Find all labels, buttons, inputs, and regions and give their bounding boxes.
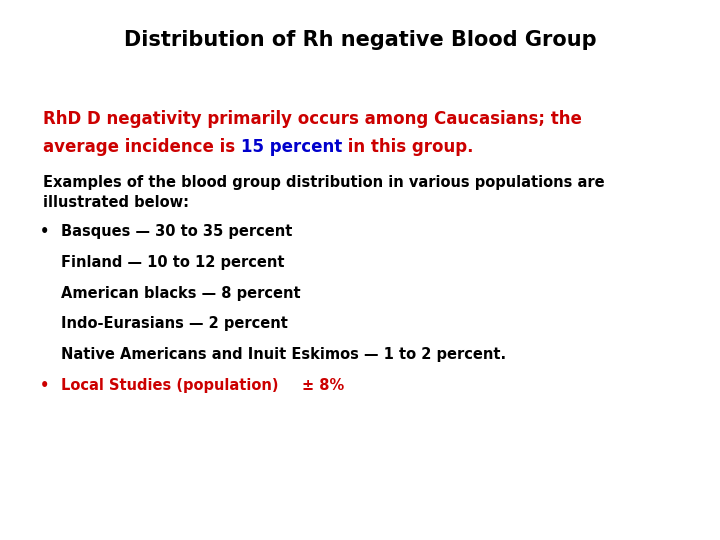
Text: average incidence is: average incidence is bbox=[43, 138, 241, 156]
Text: Native Americans and Inuit Eskimos — 1 to 2 percent.: Native Americans and Inuit Eskimos — 1 t… bbox=[61, 347, 506, 362]
Text: •: • bbox=[40, 224, 49, 239]
Text: American blacks — 8 percent: American blacks — 8 percent bbox=[61, 286, 301, 301]
Text: in this group.: in this group. bbox=[342, 138, 474, 156]
Text: Finland — 10 to 12 percent: Finland — 10 to 12 percent bbox=[61, 255, 284, 270]
Text: ± 8%: ± 8% bbox=[302, 378, 345, 393]
Text: Distribution of Rh negative Blood Group: Distribution of Rh negative Blood Group bbox=[124, 30, 596, 51]
Text: Indo-Eurasians — 2 percent: Indo-Eurasians — 2 percent bbox=[61, 316, 288, 332]
Text: 15 percent: 15 percent bbox=[241, 138, 342, 156]
Text: Basques — 30 to 35 percent: Basques — 30 to 35 percent bbox=[61, 224, 292, 239]
Text: Examples of the blood group distribution in various populations are: Examples of the blood group distribution… bbox=[43, 175, 605, 190]
Text: Local Studies (population): Local Studies (population) bbox=[61, 378, 279, 393]
Text: RhD D negativity primarily occurs among Caucasians; the: RhD D negativity primarily occurs among … bbox=[43, 110, 582, 128]
Text: illustrated below:: illustrated below: bbox=[43, 195, 189, 211]
Text: •: • bbox=[40, 378, 49, 393]
